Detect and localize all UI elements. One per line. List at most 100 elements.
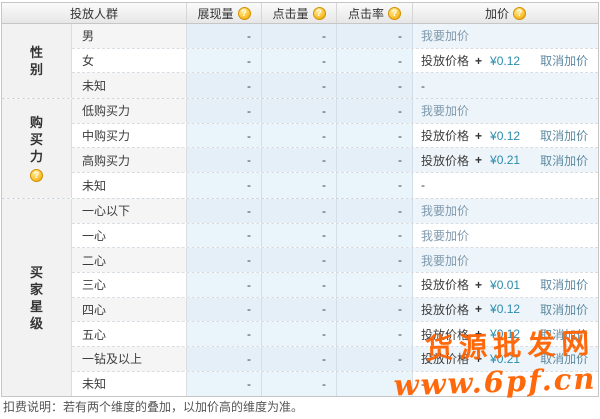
audience-row-label: 一心以下 [72,198,187,223]
cancel-bid-link[interactable]: 取消加价 [540,352,589,367]
plus-sign: + [475,277,483,292]
bid-cell: 投放价格 + ¥0.12 取消加价 [413,322,598,346]
clicks-value: - [262,99,337,123]
ctr-value: - [337,148,413,173]
header-audience: 投放人群 [2,3,187,23]
table-row: 一心 - - - 我要加价 [72,223,598,249]
bid-price-prefix: 投放价格 [421,129,470,144]
clicks-value: - [262,297,337,322]
table-row: 中购买力 - - - 投放价格 + ¥0.12 取消加价 [72,123,598,149]
bid-cell: - [413,371,598,397]
clicks-value: - [262,223,337,248]
header-ctr: 点击率 ? [337,3,413,23]
table-body: 性别男 - - - 我要加价女 - - - 投放价格 + ¥0.12 取消加价 未知 - - - - 购买力? 低购… [2,24,598,397]
bid-cell: 投放价格 + ¥0.21 取消加价 [413,148,598,173]
group-rows-gender: 男 - - - 我要加价女 - - - 投放价格 + ¥0.12 取消加价 未知 - - - - [72,24,598,99]
cancel-bid-link[interactable]: 取消加价 [540,278,589,293]
audience-row-label: 四心 [72,297,187,322]
table-row: 未知 - - - - [72,173,598,198]
audience-row-label: 高购买力 [72,148,187,173]
audience-row-label: 中购买力 [72,123,187,148]
ctr-value: - [337,173,413,198]
ctr-value: - [337,99,413,123]
impressions-value: - [187,248,262,272]
group-label-char: 星 [29,298,43,314]
group-rows-purchase-power: 低购买力 - - - 我要加价 中购买力 - - - 投放价格 + ¥0.12 取消加价 高购买力 - - - 投… [72,99,598,198]
clicks-value: - [262,272,337,297]
bid-empty-dash: - [421,376,425,391]
group-label-char: 性 [29,45,43,61]
ctr-value: - [337,346,413,371]
clicks-value: - [262,346,337,371]
plus-sign: + [475,302,483,317]
help-icon[interactable]: ? [312,6,326,20]
bid-cell: 我要加价 [413,99,598,123]
add-bid-link[interactable]: 我要加价 [421,204,470,219]
group-buyer-star: 买家星级一心以下 - - - 我要加价 一心 - - - 我要加价 二心 - - - 我要加价 三心 - - - 投放… [2,198,598,397]
impressions-value: - [187,297,262,322]
audience-row-label: 男 [72,24,187,48]
header-ctr-label: 点击率 [347,6,384,21]
clicks-value: - [262,173,337,198]
add-bid-link[interactable]: 我要加价 [421,29,470,44]
audience-row-label: 未知 [72,73,187,99]
cancel-bid-link[interactable]: 取消加价 [540,129,589,144]
bid-amount: ¥0.12 [490,302,521,317]
table-row: 四心 - - - 投放价格 + ¥0.12 取消加价 [72,297,598,323]
audience-row-label: 二心 [72,248,187,272]
bid-cell: 投放价格 + ¥0.12 取消加价 [413,48,598,73]
header-clicks-label: 点击量 [272,6,309,21]
ctr-value: - [337,73,413,99]
impressions-value: - [187,173,262,198]
impressions-value: - [187,322,262,346]
group-label-char: 买 [29,132,43,148]
ctr-value: - [337,123,413,148]
ctr-value: - [337,48,413,73]
bid-amount: ¥0.12 [490,53,521,68]
impressions-value: - [187,123,262,148]
impressions-value: - [187,73,262,99]
add-bid-link[interactable]: 我要加价 [421,104,470,119]
group-label-char: 级 [29,315,43,331]
group-purchase-power: 购买力? 低购买力 - - - 我要加价 中购买力 - - - 投放价格 + ¥0.12 取消加价 高购买力… [2,99,598,199]
bid-empty-dash: - [421,78,425,93]
group-label-char: 买 [29,264,43,280]
help-icon[interactable]: ? [513,6,526,20]
add-bid-link[interactable]: 我要加价 [421,253,470,268]
impressions-value: - [187,24,262,48]
ctr-value: - [337,322,413,346]
table-row: 二心 - - - 我要加价 [72,248,598,273]
bid-cell: - [413,173,598,198]
cancel-bid-link[interactable]: 取消加价 [540,54,589,69]
bid-price-prefix: 投放价格 [421,352,470,367]
plus-sign: + [475,351,483,366]
table-header: 投放人群 展现量 ? 点击量 ? 点击率 ? 加价 ? [2,3,598,24]
table-row: 一钻及以上 - - - 投放价格 + ¥0.21 取消加价 [72,346,598,372]
ctr-value: - [337,371,413,397]
cancel-bid-link[interactable]: 取消加价 [540,153,589,168]
table-row: 五心 - - - 投放价格 + ¥0.12 取消加价 [72,322,598,347]
audience-row-label: 一钻及以上 [72,346,187,371]
clicks-value: - [262,371,337,397]
impressions-value: - [187,371,262,397]
group-label-gender: 性别 [2,24,72,99]
bid-cell: - [413,73,598,99]
clicks-value: - [262,24,337,48]
table-row: 男 - - - 我要加价 [72,24,598,49]
group-gender: 性别男 - - - 我要加价女 - - - 投放价格 + ¥0.12 取消加价 未知 - - - - [2,24,598,100]
audience-row-label: 五心 [72,322,187,346]
bid-price-prefix: 投放价格 [421,54,470,69]
impressions-value: - [187,272,262,297]
cancel-bid-link[interactable]: 取消加价 [540,302,589,317]
add-bid-link[interactable]: 我要加价 [421,228,470,243]
bid-price-prefix: 投放价格 [421,153,470,168]
bid-cell: 我要加价 [413,248,598,272]
cancel-bid-link[interactable]: 取消加价 [540,327,589,342]
help-icon[interactable]: ? [388,6,401,20]
plus-sign: + [475,153,483,168]
help-icon[interactable]: ? [30,169,43,183]
bid-amount: ¥0.01 [490,277,521,292]
bid-price-prefix: 投放价格 [421,302,470,317]
bid-amount: ¥0.12 [490,327,521,342]
help-icon[interactable]: ? [237,6,251,20]
